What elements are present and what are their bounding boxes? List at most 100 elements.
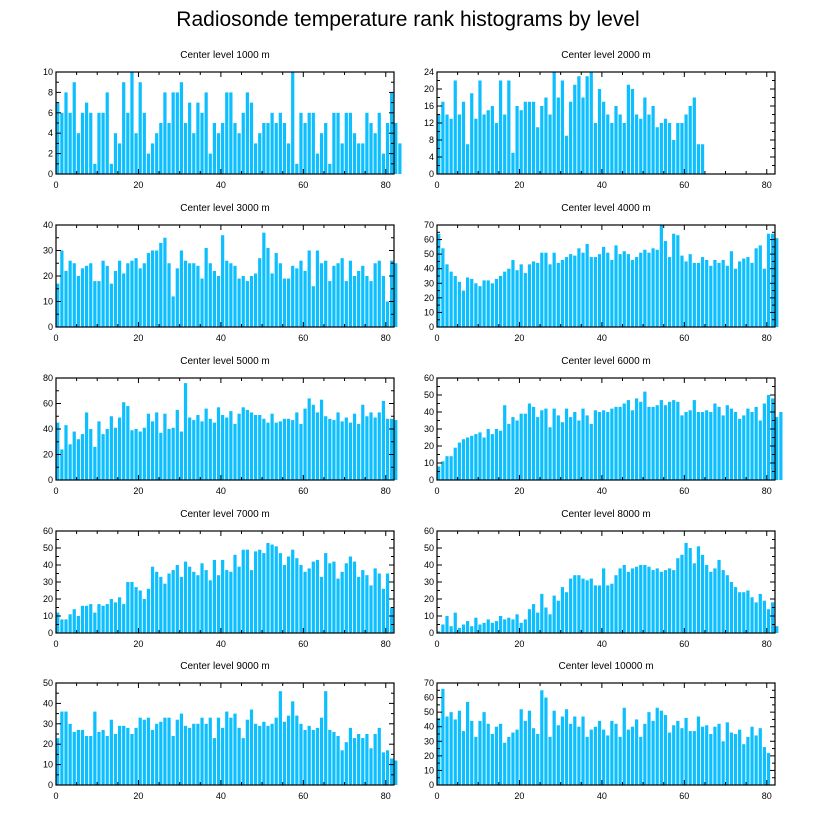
histogram-bar	[470, 278, 474, 327]
histogram-bar	[237, 566, 241, 633]
y-tick-label: 10	[424, 307, 434, 317]
histogram-bar	[441, 624, 445, 633]
histogram-panel: Center level 8000 m 0 20 40 60 80 0 10 20 30 40 50 6…	[424, 509, 779, 649]
histogram-bar	[742, 744, 746, 785]
x-tick-label: 40	[597, 180, 607, 190]
histogram-bar	[647, 252, 651, 327]
histogram-bar	[109, 163, 113, 174]
histogram-bar	[564, 257, 569, 327]
histogram-bar	[552, 710, 556, 785]
histogram-bar	[315, 559, 320, 633]
histogram-bar	[336, 263, 340, 327]
histogram-bar	[750, 597, 754, 633]
histogram-bar	[336, 412, 340, 480]
histogram-bar	[117, 143, 122, 174]
histogram-bar	[754, 602, 758, 633]
page-title: Radiosonde temperature rank histograms b…	[176, 8, 640, 31]
histogram-bar	[381, 153, 385, 174]
histogram-bar	[385, 418, 390, 480]
histogram-bar	[548, 614, 552, 633]
histogram-bar	[254, 414, 258, 480]
y-tick-label: 50	[43, 678, 53, 688]
histogram-bar	[606, 585, 610, 633]
histogram-bar	[659, 571, 663, 633]
histogram-bar	[498, 276, 503, 327]
histogram-bar	[105, 265, 109, 327]
histogram-bar	[76, 729, 80, 785]
histogram-bar	[676, 558, 680, 633]
histogram-bar	[188, 263, 192, 327]
histogram-bar	[348, 422, 353, 481]
y-tick-label: 20	[43, 450, 53, 460]
histogram-bar	[457, 114, 461, 174]
histogram-bar	[754, 248, 758, 327]
histogram-bar	[494, 726, 499, 785]
histogram-bar	[254, 723, 258, 785]
histogram-bar	[385, 301, 390, 327]
histogram-bar	[659, 400, 663, 480]
x-tick-label: 40	[597, 486, 607, 496]
histogram-bar	[746, 736, 750, 785]
histogram-bar	[548, 114, 552, 174]
histogram-bar	[639, 118, 643, 174]
histogram-bar	[700, 554, 705, 633]
histogram-bar	[688, 254, 692, 327]
histogram-bar	[72, 431, 76, 480]
histogram-bar	[183, 123, 188, 174]
histogram-bar	[762, 403, 766, 480]
histogram-bar	[113, 133, 118, 174]
histogram-bar	[348, 112, 353, 174]
histogram-bar	[385, 750, 390, 785]
histogram-bar	[241, 549, 245, 633]
histogram-bar	[101, 112, 105, 174]
histogram-bar	[738, 418, 742, 480]
y-tick-label: 60	[424, 526, 434, 536]
histogram-bar	[478, 432, 482, 480]
histogram-bar	[643, 723, 647, 785]
histogram-bar	[593, 123, 597, 174]
histogram-bar	[105, 92, 109, 174]
histogram-bar	[548, 264, 552, 327]
x-tick-label: 0	[53, 333, 58, 343]
histogram-bar	[577, 726, 581, 785]
histogram-bar	[171, 427, 175, 480]
histogram-bar	[700, 257, 705, 327]
x-tick-label: 0	[434, 180, 439, 190]
histogram-bar	[676, 720, 680, 785]
histogram-bar	[498, 723, 503, 785]
histogram-bar	[614, 406, 618, 480]
histogram-bar	[56, 102, 60, 174]
histogram-bar	[593, 726, 597, 785]
histogram-bar	[97, 281, 101, 327]
histogram-bar	[212, 559, 216, 633]
histogram-bar	[705, 725, 709, 785]
histogram-bar	[507, 617, 511, 633]
histogram-bar	[696, 412, 701, 480]
histogram-bar	[357, 270, 361, 327]
histogram-bar	[667, 123, 672, 174]
histogram-bar	[437, 631, 441, 633]
histogram-bar	[581, 716, 585, 785]
histogram-bar	[663, 241, 668, 327]
histogram-bar	[344, 112, 348, 174]
y-tick-label: 6	[48, 108, 53, 118]
histogram-bar	[548, 736, 552, 785]
histogram-bar	[569, 254, 573, 327]
panel-title: Center level 8000 m	[561, 509, 651, 520]
histogram-bar	[663, 570, 668, 633]
histogram-bar	[684, 717, 688, 785]
x-tick-label: 80	[381, 791, 391, 801]
histogram-bar	[606, 252, 610, 327]
histogram-bar	[630, 259, 635, 327]
histogram-bar	[676, 235, 680, 327]
histogram-bar	[721, 415, 725, 480]
histogram-bar	[241, 276, 245, 327]
y-tick-label: 8	[48, 87, 53, 97]
histogram-bar	[282, 278, 287, 327]
histogram-bar	[527, 403, 532, 480]
histogram-bar	[282, 123, 287, 174]
histogram-bar	[85, 265, 89, 327]
histogram-bar	[453, 447, 457, 480]
histogram-bar	[560, 80, 565, 174]
histogram-bar	[680, 255, 684, 327]
